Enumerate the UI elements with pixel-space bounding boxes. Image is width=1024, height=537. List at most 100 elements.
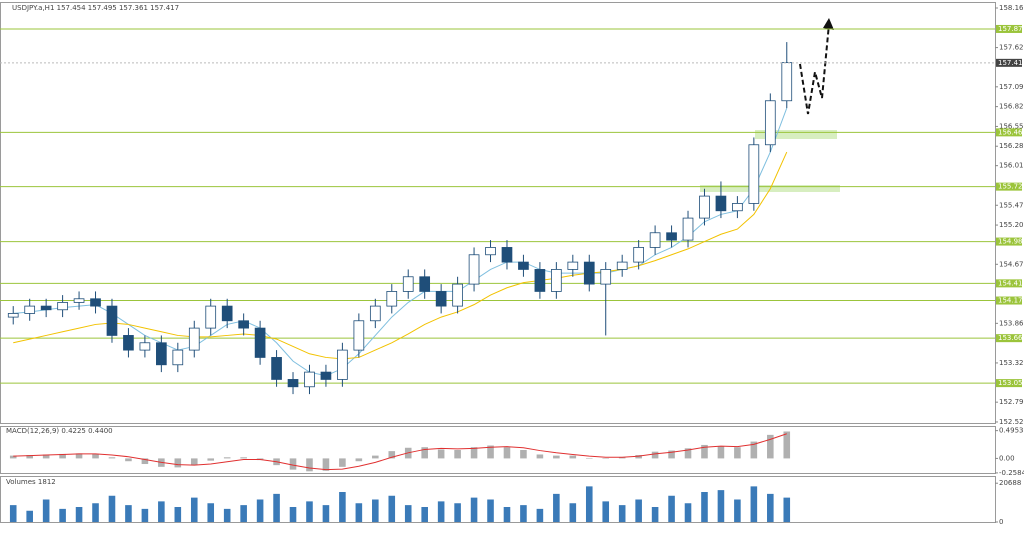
- bar: [125, 458, 132, 462]
- bar: [240, 505, 247, 522]
- bar: [42, 499, 50, 522]
- bar: [569, 503, 577, 522]
- candle-body: [369, 305, 381, 322]
- level-label: 156.469: [998, 128, 1024, 136]
- y-tick-label: 154.67: [999, 260, 1024, 268]
- bar: [141, 508, 149, 522]
- bar: [503, 507, 511, 522]
- bar: [388, 451, 396, 459]
- candle-body: [583, 261, 595, 285]
- volume-title: Volumes 1812: [6, 478, 56, 486]
- bar: [470, 447, 478, 459]
- bar: [651, 507, 659, 522]
- bar: [306, 458, 313, 472]
- level-label-bg: [996, 334, 1022, 343]
- bar: [487, 499, 494, 522]
- candle-body: [567, 261, 579, 270]
- bar: [602, 458, 610, 459]
- y-tick-label: 156.015: [999, 162, 1024, 170]
- bar: [750, 441, 758, 459]
- bar: [717, 446, 725, 459]
- candle-body: [699, 195, 710, 219]
- level-label: 155.729: [998, 183, 1024, 191]
- bar: [339, 492, 346, 522]
- moving-average: [13, 107, 788, 377]
- bar: [536, 508, 544, 522]
- candle-body: [781, 62, 793, 102]
- bar: [190, 458, 198, 466]
- bar: [158, 501, 165, 522]
- candle-body: [616, 261, 628, 270]
- bar: [108, 495, 116, 522]
- bar: [355, 503, 363, 522]
- bar: [190, 497, 198, 522]
- bar: [404, 505, 412, 522]
- candle-body: [156, 342, 167, 366]
- bar: [783, 431, 791, 459]
- y-tick-label: 152.790: [999, 398, 1024, 406]
- level-label-bg: [996, 128, 1022, 137]
- candle-body: [254, 327, 266, 358]
- bar: [618, 457, 626, 459]
- bar: [207, 503, 215, 522]
- candle-body: [24, 305, 36, 314]
- candle-body: [205, 305, 217, 329]
- bar: [421, 507, 428, 522]
- bar: [59, 453, 66, 459]
- bar: [668, 495, 675, 522]
- y-tick-label: 0.4953: [999, 427, 1024, 435]
- level-label-bg: [996, 296, 1022, 305]
- candle-body: [90, 298, 101, 307]
- bar: [635, 499, 642, 522]
- candle-body: [353, 320, 365, 351]
- candle-body: [221, 305, 233, 322]
- level-label: 154.410: [998, 279, 1024, 287]
- y-tick-label: 158.165: [999, 4, 1024, 12]
- bar: [306, 501, 313, 522]
- candle-body: [320, 371, 332, 380]
- candle-body: [485, 247, 496, 256]
- bar: [92, 503, 99, 522]
- bar: [783, 497, 791, 522]
- candle-body: [7, 313, 19, 318]
- candle-body: [518, 261, 529, 270]
- price-panel: [0, 2, 996, 424]
- y-tick-label: 20688: [999, 479, 1021, 487]
- candle-body: [402, 276, 414, 292]
- last-price-label: 157.417: [998, 59, 1024, 67]
- candle-body: [649, 232, 661, 248]
- volume-panel: [0, 476, 996, 523]
- bar: [602, 501, 610, 522]
- bar: [141, 458, 149, 465]
- candle-body: [501, 247, 513, 263]
- candle-body: [57, 302, 68, 311]
- bar: [684, 448, 692, 459]
- candle-body: [732, 203, 743, 212]
- bar: [125, 505, 132, 522]
- candle-body: [682, 217, 694, 241]
- chart-title: USDJPY.a,H1 157.454 157.495 157.361 157.…: [12, 4, 179, 12]
- bar: [701, 492, 708, 522]
- bar: [618, 505, 626, 522]
- bar: [174, 507, 182, 522]
- signal-line: [13, 433, 787, 471]
- candle-body: [123, 335, 134, 351]
- moving-average: [13, 151, 788, 360]
- bar: [520, 505, 527, 522]
- bar: [487, 445, 494, 459]
- bar: [668, 450, 675, 459]
- level-label: 153.663: [998, 334, 1024, 342]
- candle-body: [419, 276, 431, 292]
- bar: [59, 508, 66, 522]
- y-tick-label: 153.325: [999, 359, 1024, 367]
- candle-body: [139, 342, 151, 351]
- bar: [289, 458, 297, 470]
- bar: [372, 455, 379, 459]
- level-label: 157.879: [998, 25, 1024, 33]
- level-label-bg: [996, 279, 1022, 288]
- bar: [240, 457, 247, 459]
- candle-body: [748, 144, 760, 204]
- bar: [553, 455, 560, 459]
- y-tick-label: 152.520: [999, 418, 1024, 426]
